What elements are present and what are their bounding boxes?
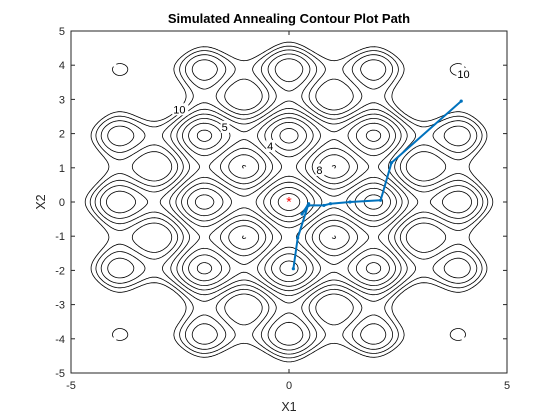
contour-level-2 [194, 128, 384, 276]
path-point [389, 161, 394, 165]
contour-level-9 [89, 45, 489, 359]
contour-level-10 [84, 41, 494, 363]
y-tick-label: -4 [55, 334, 65, 346]
x-axis-label: X1 [281, 400, 296, 414]
annealing-path-points [291, 99, 463, 271]
y-axis-label: X2 [34, 194, 48, 209]
contour-label: 8 [316, 165, 322, 177]
plot-area: 4 5 8 10 10 * [70, 30, 508, 374]
y-tick-label: 1 [59, 163, 65, 175]
contour-label: 10 [457, 69, 469, 81]
contour-label-background [220, 120, 230, 133]
contour-label: 4 [267, 141, 273, 153]
y-tick-label: 0 [59, 197, 65, 209]
contour-label-background [315, 163, 325, 176]
path-point [300, 212, 304, 216]
contour-level-3 [187, 122, 391, 282]
contour-level-4 [181, 117, 397, 287]
x-tick-label: 5 [504, 380, 510, 392]
x-axis-ticks: -5 0 5 [66, 31, 510, 392]
contour-label-background [456, 67, 473, 80]
y-tick-label: 4 [59, 60, 65, 72]
contour-label-background [172, 103, 189, 116]
path-point [378, 198, 383, 202]
y-tick-label: -5 [55, 368, 65, 380]
path-point [291, 267, 295, 271]
contour-label: 10 [173, 104, 185, 116]
contour-level-8 [94, 49, 484, 355]
y-tick-label: 2 [59, 129, 65, 141]
y-tick-label: -2 [55, 265, 65, 277]
y-axis-ticks: -5 -4 -3 -2 -1 0 1 2 3 4 5 [55, 26, 507, 380]
path-point [296, 236, 300, 240]
y-tick-label: -3 [55, 300, 65, 312]
path-point [348, 200, 352, 204]
contour-level-7 [99, 53, 479, 351]
y-tick-label: 5 [59, 26, 65, 38]
x-tick-label: -5 [66, 380, 76, 392]
start-marker: * [286, 194, 292, 210]
contour-labels: 4 5 8 10 10 [172, 67, 473, 177]
y-tick-label: -1 [55, 231, 65, 243]
contour-level-1 [277, 193, 301, 211]
contour-lines [84, 41, 494, 363]
contour-level-6 [106, 58, 472, 346]
contour-label-background [266, 140, 276, 153]
plot-background [71, 31, 507, 373]
y-tick-label: 3 [59, 94, 65, 106]
path-point [459, 99, 463, 103]
path-point [307, 202, 311, 206]
chart-title: Simulated Annealing Contour Plot Path [168, 11, 410, 26]
path-point [328, 202, 333, 206]
path-point [322, 203, 326, 208]
x-tick-label: 0 [286, 380, 292, 392]
contour-label: 5 [222, 122, 228, 134]
